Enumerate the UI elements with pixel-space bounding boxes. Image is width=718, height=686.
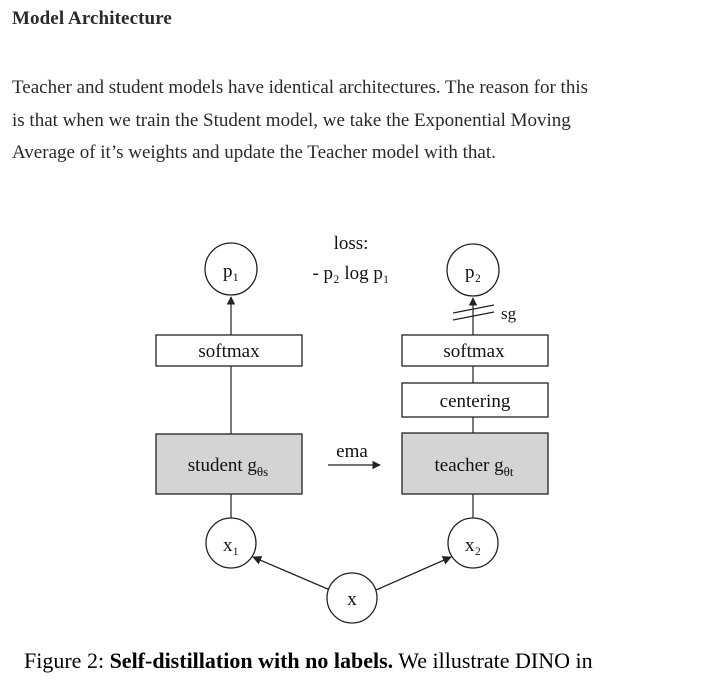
root-input-node xyxy=(326,572,378,624)
root-to-teacher-input-arrow xyxy=(375,556,452,591)
caption-rest: We illustrate DINO in xyxy=(393,648,593,673)
root-to-student-input-arrow xyxy=(252,556,331,591)
teacher-centering-box xyxy=(401,382,549,418)
caption-prefix: Figure 2: xyxy=(24,648,110,673)
teacher-input-label: x₂ xyxy=(465,535,481,556)
paragraph-line-3: Average of it’s weights and update the T… xyxy=(12,142,496,163)
caption-bold: Self-distillation with no labels. xyxy=(109,648,394,673)
stop-gradient-mark-1 xyxy=(452,304,495,314)
paragraph-line-1: Teacher and student models have identica… xyxy=(12,77,589,98)
teacher-output-label: p₂ xyxy=(465,262,481,283)
student-network-box xyxy=(155,433,303,495)
teacher-centering-label: centering xyxy=(440,391,511,412)
student-output-label: p₁ xyxy=(223,261,239,282)
teacher-network-box xyxy=(401,432,549,495)
loss-formula: - p₂ log p₁ xyxy=(312,263,389,284)
stop-gradient-label: sg xyxy=(501,304,517,323)
root-input-label: x xyxy=(347,589,357,610)
ema-label: ema xyxy=(336,441,368,462)
student-softmax-label: softmax xyxy=(198,341,260,362)
student-network-label: student gθs xyxy=(188,455,268,479)
teacher-softmax-label: softmax xyxy=(443,341,505,362)
student-input-label: x₁ xyxy=(223,535,239,556)
teacher-softmax-box xyxy=(401,334,549,367)
loss-title: loss: xyxy=(334,233,369,254)
teacher-input-node xyxy=(447,517,499,569)
student-network-name: student g xyxy=(188,455,258,476)
student-input-node xyxy=(205,517,257,569)
student-softmax-box xyxy=(155,334,303,367)
section-heading: Model Architecture xyxy=(12,8,172,29)
paragraph-line-2: is that when we train the Student model,… xyxy=(12,109,571,131)
student-network-subscript: θs xyxy=(257,464,268,479)
description-paragraph: Teacher and student models have identica… xyxy=(12,72,702,170)
teacher-output-node xyxy=(446,243,500,297)
stop-gradient-mark-2 xyxy=(452,311,495,321)
teacher-network-subscript: θt xyxy=(504,464,514,479)
figure-caption: Figure 2: Self-distillation with no labe… xyxy=(24,648,593,674)
teacher-network-name: teacher g xyxy=(435,455,505,476)
student-output-node xyxy=(204,242,258,296)
teacher-network-label: teacher gθt xyxy=(435,455,514,479)
